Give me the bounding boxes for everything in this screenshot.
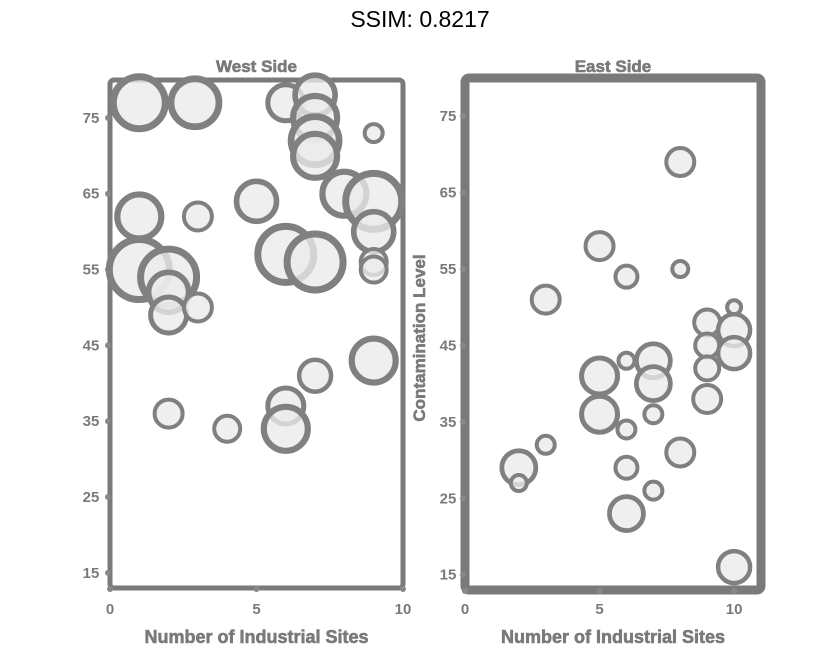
y-tick-label: 65 <box>440 185 457 202</box>
x-axis-label: Number of Industrial Sites <box>501 627 725 647</box>
bubble-point <box>148 294 190 336</box>
y-tick-mark <box>105 494 111 501</box>
bubble-point <box>167 75 223 131</box>
bubble-point <box>633 364 673 404</box>
y-tick-label: 35 <box>83 413 100 430</box>
y-tick-mark <box>105 569 111 576</box>
y-tick-mark <box>460 571 466 578</box>
x-tick-mark <box>462 588 468 594</box>
y-axis-label: Contamination Level <box>410 254 429 421</box>
bubble-point <box>693 331 722 360</box>
panel-title: West Side <box>216 57 297 76</box>
bubble-point <box>664 436 697 469</box>
bubble-point <box>508 473 529 494</box>
y-tick-label: 35 <box>440 414 457 431</box>
x-tick-mark <box>596 588 603 594</box>
bubble-point <box>670 259 691 280</box>
bubble-point <box>642 479 665 502</box>
chart-panel-1: West Side 15 25 35 45 55 65 75 0 5 10 Number of Ind… <box>83 57 412 648</box>
bubble-point <box>212 413 243 444</box>
y-tick-label: 75 <box>83 110 100 127</box>
bubble-point <box>152 397 185 430</box>
y-tick-label: 75 <box>440 108 457 125</box>
bubble-point <box>691 382 724 415</box>
y-tick-mark <box>460 495 466 502</box>
bubble-point <box>583 230 616 263</box>
bubble-point <box>529 283 562 316</box>
y-tick-mark <box>460 266 466 273</box>
y-tick-mark <box>105 190 111 197</box>
bubble-point <box>350 208 397 255</box>
bubble-point <box>296 357 334 394</box>
x-axis-label: Number of Industrial Sites <box>144 627 368 647</box>
y-tick-label: 15 <box>440 567 457 584</box>
y-tick-label: 25 <box>83 489 100 506</box>
bubble-point <box>181 200 214 233</box>
plot-frame <box>107 77 406 591</box>
bubble-point <box>579 355 621 397</box>
bubble-point <box>613 263 640 290</box>
bubble-point <box>664 146 697 179</box>
x-tick-mark <box>253 586 260 592</box>
y-tick-label: 25 <box>440 490 457 507</box>
x-tick-mark <box>400 586 406 592</box>
bubble-point <box>260 403 311 454</box>
bubble-point <box>715 548 753 586</box>
y-tick-mark <box>105 342 111 349</box>
y-tick-label: 55 <box>440 261 457 278</box>
y-tick-mark <box>460 113 466 120</box>
y-tick-mark <box>105 114 111 121</box>
x-tick-mark <box>107 586 113 592</box>
x-tick-label: 5 <box>252 601 260 618</box>
bubble-point <box>233 178 280 225</box>
bubble-point <box>693 354 722 383</box>
bubble-point <box>283 230 347 294</box>
x-tick-mark <box>731 588 738 594</box>
y-tick-mark <box>105 418 111 425</box>
y-tick-label: 45 <box>83 337 100 354</box>
y-tick-label: 15 <box>83 565 100 582</box>
y-tick-label: 65 <box>83 186 100 203</box>
panel-title: East Side <box>575 57 652 76</box>
bubble-point <box>358 254 389 285</box>
plot-frame <box>460 73 766 595</box>
figure-title: SSIM: 0.8217 <box>350 6 490 32</box>
bubble-point <box>607 494 646 533</box>
y-tick-mark <box>460 189 466 196</box>
bubble-point <box>290 130 341 181</box>
x-tick-label: 10 <box>395 601 412 618</box>
x-tick-label: 5 <box>595 601 603 618</box>
bubble-point <box>109 73 169 133</box>
x-tick-label: 10 <box>726 601 743 618</box>
bubble-point <box>362 122 385 145</box>
y-tick-label: 45 <box>440 337 457 354</box>
bubble-point <box>348 335 399 386</box>
bubble-point <box>616 350 637 371</box>
bubble-point <box>613 454 640 481</box>
x-tick-label: 0 <box>106 601 114 618</box>
bubble-point <box>534 433 557 456</box>
bubble-point <box>114 191 165 242</box>
bubble-point <box>615 418 638 441</box>
bubble-point <box>181 291 214 324</box>
bubble-point <box>715 334 753 372</box>
x-tick-label: 0 <box>461 601 469 618</box>
y-tick-label: 55 <box>83 262 100 279</box>
bubble-point <box>579 393 621 435</box>
y-tick-mark <box>460 342 466 349</box>
bubble-point <box>642 403 665 426</box>
y-tick-mark <box>460 418 466 425</box>
